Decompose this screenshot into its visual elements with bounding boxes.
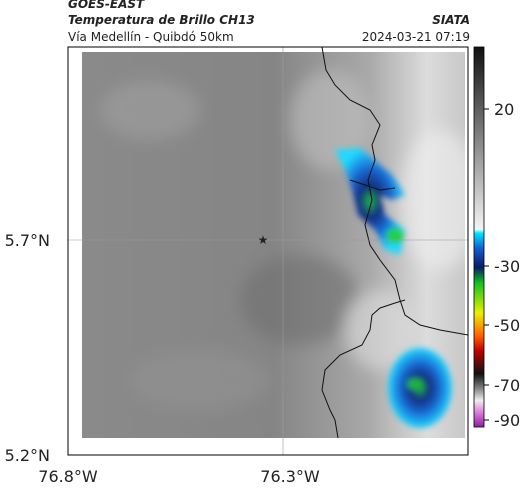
source: SIATA (432, 13, 470, 27)
colorbar-label: -50 (494, 316, 520, 335)
lat-label: 5.2°N (5, 446, 50, 465)
lon-label: 76.3°W (260, 467, 320, 486)
title: Temperatura de Brillo CH13 (68, 13, 255, 27)
subtitle: Vía Medellín - Quibdó 50km (68, 30, 234, 44)
city-marker: ★ (258, 233, 269, 247)
colorbar-label: 20 (494, 100, 514, 119)
colorbar-label: -90 (494, 411, 520, 430)
timestamp: 2024-03-21 07:19 (362, 30, 470, 44)
lon-label: 76.8°W (38, 467, 98, 486)
colorbar-label: -30 (494, 257, 520, 276)
colorbar (473, 46, 485, 428)
colorbar-ticks: 20 -30 -50 -70 -90 (484, 100, 520, 430)
lat-label: 5.7°N (5, 231, 50, 250)
product: GOES-EAST (68, 0, 145, 11)
colorbar-label: -70 (494, 376, 520, 395)
satellite-image (82, 52, 465, 438)
map-frame (67, 46, 469, 456)
borders (321, 46, 469, 439)
